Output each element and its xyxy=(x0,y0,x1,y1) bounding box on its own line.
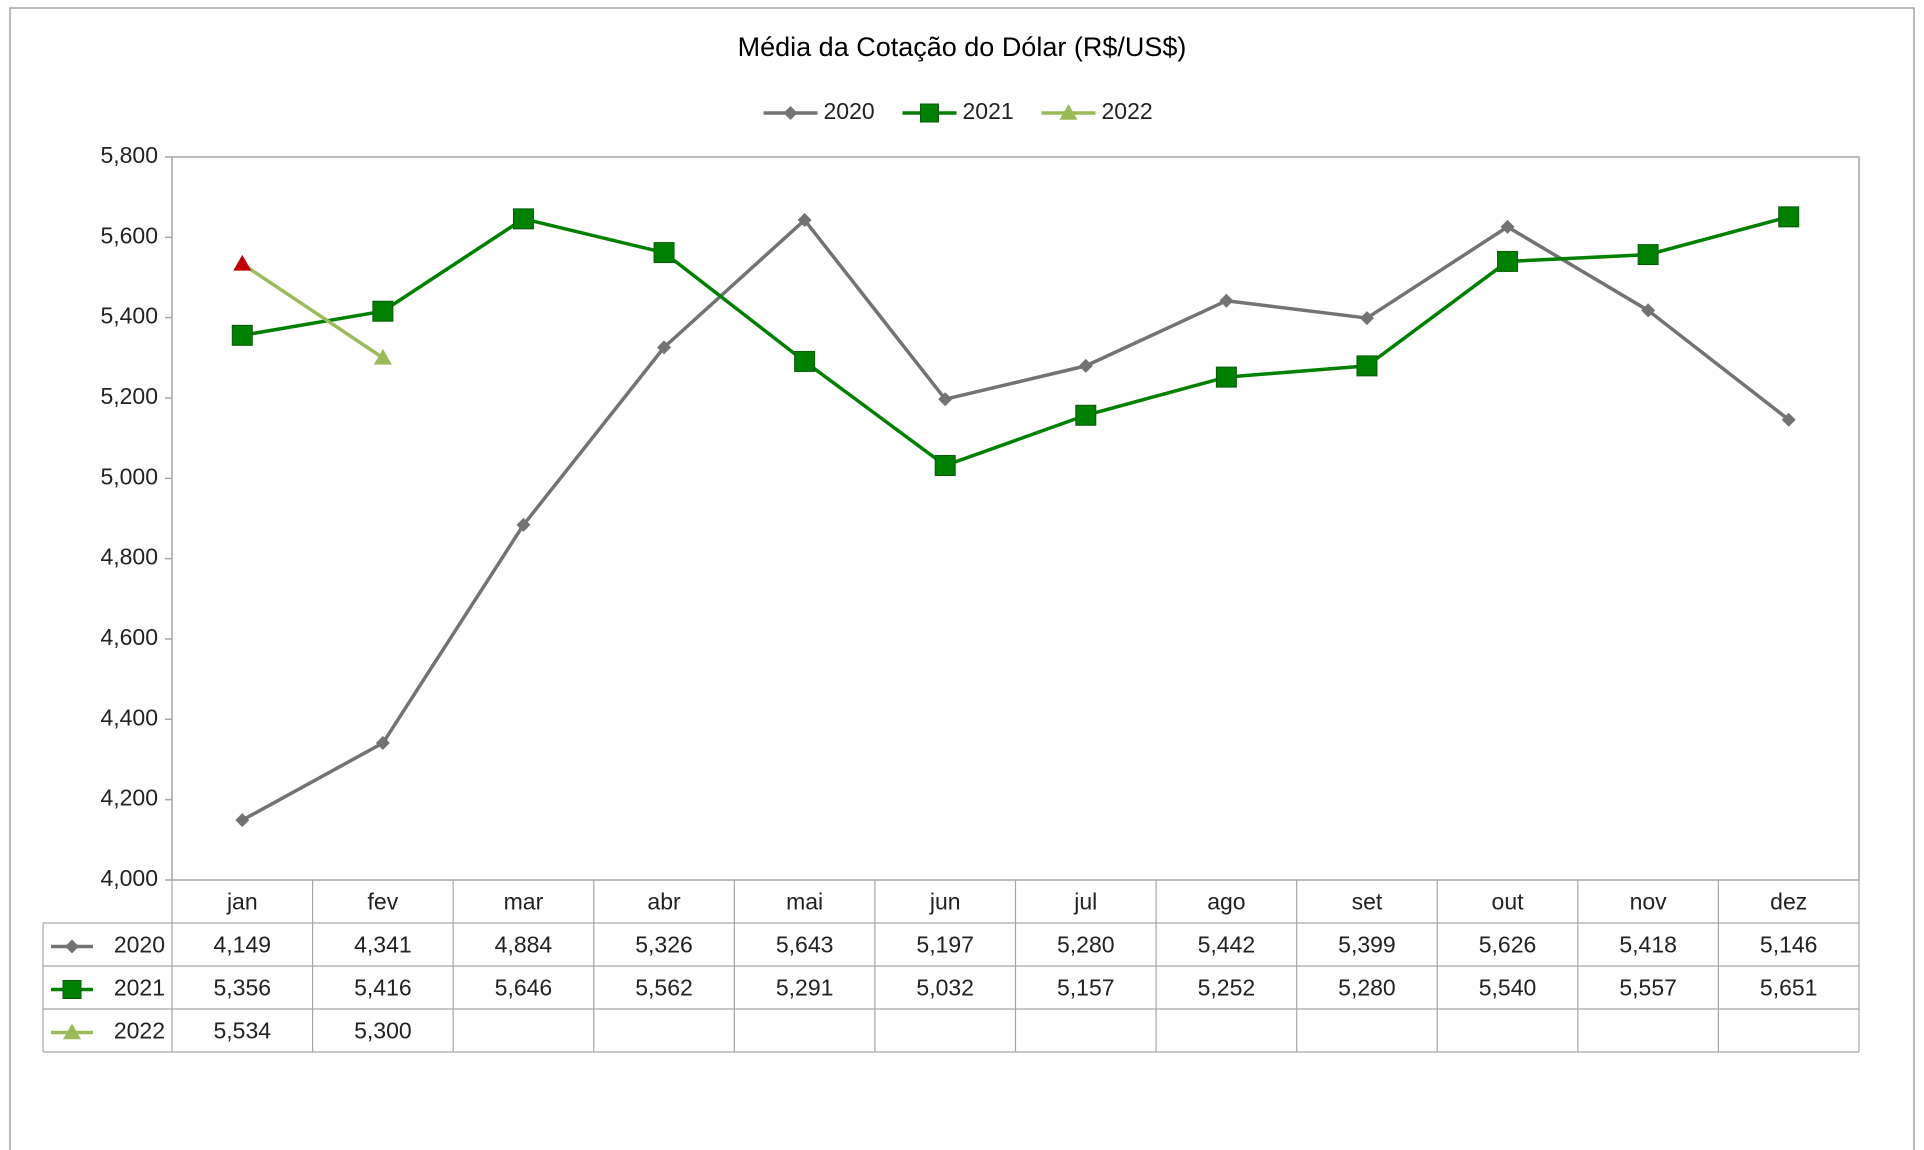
data-point xyxy=(373,348,392,365)
x-tick-label: dez xyxy=(1770,889,1807,915)
data-point xyxy=(512,208,534,230)
table-value: 4,149 xyxy=(214,932,272,958)
table-value: 4,341 xyxy=(354,932,412,958)
data-point xyxy=(235,813,250,828)
table-value: 5,157 xyxy=(1057,975,1115,1001)
legend-label: 2020 xyxy=(824,98,875,124)
y-tick-label: 5,400 xyxy=(100,303,158,329)
table-value: 5,291 xyxy=(776,975,834,1001)
table-value: 5,146 xyxy=(1760,932,1818,958)
table-value: 5,197 xyxy=(916,932,974,958)
table-legend-marker xyxy=(63,1023,81,1040)
x-tick-label: mai xyxy=(786,889,823,915)
table-value: 5,280 xyxy=(1338,975,1396,1001)
data-point xyxy=(1778,206,1800,228)
data-point xyxy=(1219,293,1234,308)
x-tick-label: ago xyxy=(1207,889,1245,915)
y-tick-label: 4,400 xyxy=(100,704,158,730)
y-tick-label: 4,000 xyxy=(100,865,158,891)
table-value: 5,418 xyxy=(1619,932,1677,958)
data-point xyxy=(934,454,956,476)
table-value: 5,252 xyxy=(1198,975,1256,1001)
data-point xyxy=(657,340,672,355)
legend-label: 2021 xyxy=(963,98,1014,124)
x-tick-label: set xyxy=(1352,889,1383,915)
table-row-label: 2020 xyxy=(114,932,165,958)
data-point xyxy=(794,350,816,372)
table-value: 5,651 xyxy=(1760,975,1818,1001)
data-point xyxy=(1215,366,1237,388)
x-tick-label: mar xyxy=(504,889,544,915)
table-value: 5,534 xyxy=(214,1018,272,1044)
legend-marker xyxy=(1059,104,1078,120)
chart-border xyxy=(9,7,1915,1150)
table-value: 5,562 xyxy=(635,975,693,1001)
table-value: 5,557 xyxy=(1619,975,1677,1001)
legend-marker xyxy=(920,103,939,123)
x-tick-label: abr xyxy=(647,889,681,915)
data-point xyxy=(797,213,812,228)
x-tick-label: jan xyxy=(226,889,258,915)
data-point xyxy=(372,300,394,322)
y-tick-label: 4,800 xyxy=(100,544,158,570)
table-value: 5,280 xyxy=(1057,932,1115,958)
table-row-label: 2021 xyxy=(114,975,165,1001)
table-value: 4,884 xyxy=(495,932,553,958)
table-value: 5,442 xyxy=(1198,932,1256,958)
data-point xyxy=(938,392,953,407)
data-point xyxy=(653,242,675,264)
data-point xyxy=(1637,244,1659,266)
table-legend-marker xyxy=(62,980,82,999)
series-line xyxy=(241,215,1790,468)
series-line xyxy=(241,262,384,360)
y-tick-label: 5,600 xyxy=(100,222,158,248)
data-point xyxy=(1497,250,1519,272)
data-point xyxy=(375,736,390,751)
x-tick-label: out xyxy=(1492,889,1525,915)
data-point xyxy=(1075,404,1097,426)
table-value: 5,300 xyxy=(354,1018,412,1044)
y-tick-label: 4,600 xyxy=(100,624,158,650)
data-point xyxy=(516,517,531,532)
y-tick-label: 4,200 xyxy=(100,785,158,811)
x-tick-label: fev xyxy=(368,889,399,915)
data-point xyxy=(1078,358,1093,373)
table-value: 5,356 xyxy=(214,975,272,1001)
data-point xyxy=(1356,355,1378,377)
table-value: 5,626 xyxy=(1479,932,1537,958)
legend-marker xyxy=(783,106,798,120)
data-point xyxy=(233,254,252,271)
data-point xyxy=(231,324,253,346)
data-point xyxy=(1359,311,1374,326)
y-tick-label: 5,800 xyxy=(100,142,158,168)
data-point xyxy=(1641,303,1656,318)
table-value: 5,540 xyxy=(1479,975,1537,1001)
table-value: 5,032 xyxy=(916,975,974,1001)
x-tick-label: nov xyxy=(1630,889,1668,915)
table-value: 5,326 xyxy=(635,932,693,958)
data-point xyxy=(1500,219,1515,234)
y-tick-label: 5,200 xyxy=(100,383,158,409)
table-value: 5,416 xyxy=(354,975,412,1001)
table-value: 5,643 xyxy=(776,932,834,958)
data-point xyxy=(1781,412,1796,427)
table-legend-marker xyxy=(65,939,79,954)
x-tick-label: jun xyxy=(929,889,961,915)
table-value: 5,646 xyxy=(495,975,553,1001)
x-tick-label: jul xyxy=(1073,889,1097,915)
chart-title: Média da Cotação do Dólar (R$/US$) xyxy=(738,32,1187,62)
legend-label: 2022 xyxy=(1102,98,1153,124)
table-row-label: 2022 xyxy=(114,1018,165,1044)
y-tick-label: 5,000 xyxy=(100,463,158,489)
series-line xyxy=(241,218,1790,822)
table-value: 5,399 xyxy=(1338,932,1396,958)
